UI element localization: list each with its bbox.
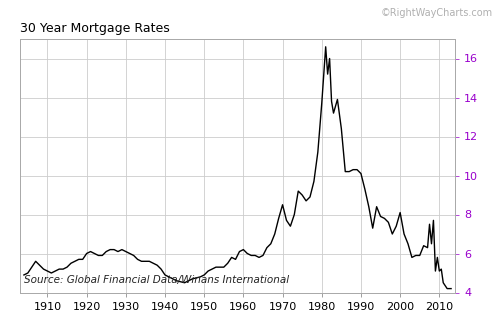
Text: 30 Year Mortgage Rates: 30 Year Mortgage Rates (20, 22, 170, 35)
Text: Source: Global Financial Data/Winans International: Source: Global Financial Data/Winans Int… (24, 275, 289, 285)
Text: ©RightWayCharts.com: ©RightWayCharts.com (380, 8, 492, 18)
